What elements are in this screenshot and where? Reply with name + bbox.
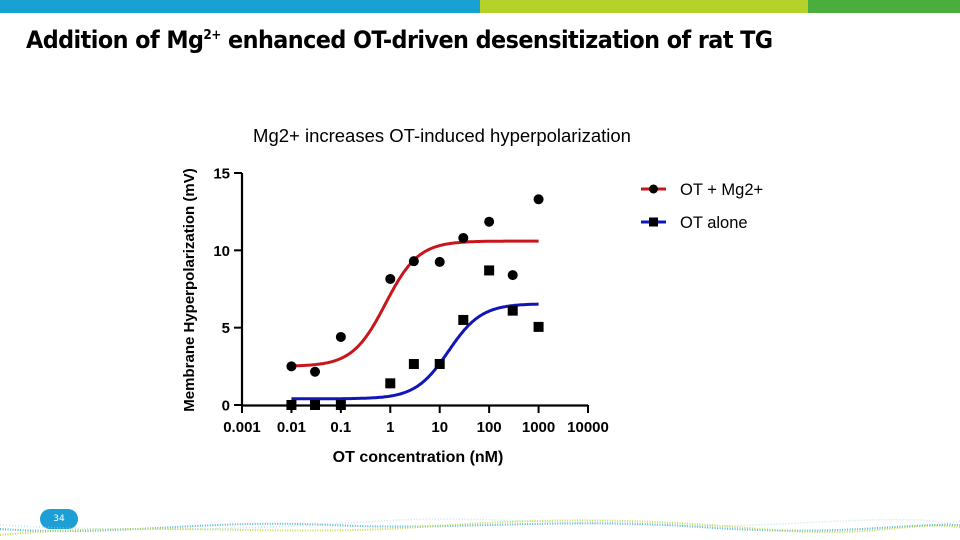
top-bar-lime-segment xyxy=(480,0,808,13)
title-text-end: enhanced OT-driven desensitization of ra… xyxy=(220,26,773,54)
data-point-ot-alone xyxy=(385,378,396,389)
y-tick-label: 15 xyxy=(213,166,230,183)
legend-label: OT + Mg2+ xyxy=(680,181,763,199)
chart-title: Mg2+ increases OT-induced hyperpolarizat… xyxy=(253,125,631,146)
data-point-ot-alone xyxy=(335,400,346,410)
x-tick-label: 0.1 xyxy=(330,419,351,436)
data-point-ot-alone xyxy=(458,314,469,325)
data-point-ot-mg xyxy=(484,216,495,227)
data-point-ot-alone xyxy=(286,400,297,410)
fit-curve-ot-alone xyxy=(291,302,539,401)
data-point-ot-mg xyxy=(507,270,518,281)
data-point-ot-alone xyxy=(484,265,495,276)
wave-line-blue xyxy=(0,522,960,533)
page-number-badge: 34 xyxy=(40,509,78,529)
data-point-ot-alone xyxy=(533,321,544,332)
x-axis-label: OT concentration (nM) xyxy=(333,449,504,466)
wave-line-lime xyxy=(0,519,960,536)
data-point-ot-alone xyxy=(507,305,518,316)
data-point-ot-mg xyxy=(434,256,445,267)
x-tick-label: 10000 xyxy=(567,419,609,436)
data-point-ot-mg xyxy=(458,232,469,243)
x-tick-label: 0.001 xyxy=(223,419,261,436)
data-point-ot-alone xyxy=(434,359,445,370)
legend-label: OT alone xyxy=(680,214,748,232)
x-tick-label: 1000 xyxy=(522,419,555,436)
data-point-ot-mg xyxy=(286,361,297,372)
data-point-ot-mg xyxy=(533,194,544,205)
top-bar-blue-segment xyxy=(0,0,480,13)
top-bar-green-segment xyxy=(808,0,960,13)
x-tick-label: 0.01 xyxy=(277,419,306,436)
x-tick-label: 100 xyxy=(477,419,502,436)
data-point-ot-mg xyxy=(408,256,419,267)
axes: 0.001 0.01 0.1 1 10 100 1000 10000 0 5 10 15 xyxy=(213,166,609,437)
x-tick-label: 1 xyxy=(386,419,394,436)
slide-title: Addition of Mg2+ enhanced OT-driven dese… xyxy=(26,26,773,54)
data-points xyxy=(286,194,544,410)
decorative-wave-footer xyxy=(0,518,960,536)
legend-marker-square xyxy=(649,217,658,227)
y-tick-label: 10 xyxy=(213,243,230,260)
data-point-ot-mg xyxy=(310,366,321,377)
title-superscript: 2+ xyxy=(203,28,221,43)
data-point-ot-mg xyxy=(335,331,346,342)
legend-marker-circle xyxy=(649,184,658,194)
data-point-ot-alone xyxy=(310,400,321,410)
top-color-bar xyxy=(0,0,960,13)
y-axis-label: Membrane Hyperpolarization (mV) xyxy=(181,168,198,411)
title-text-start: Addition of Mg xyxy=(26,26,204,54)
data-point-ot-alone xyxy=(408,359,419,370)
legend: OT + Mg2+ OT alone xyxy=(641,181,763,232)
data-point-ot-mg xyxy=(385,273,396,284)
y-tick-label: 0 xyxy=(222,398,230,415)
x-tick-label: 10 xyxy=(431,419,448,436)
y-tick-label: 5 xyxy=(222,320,230,337)
